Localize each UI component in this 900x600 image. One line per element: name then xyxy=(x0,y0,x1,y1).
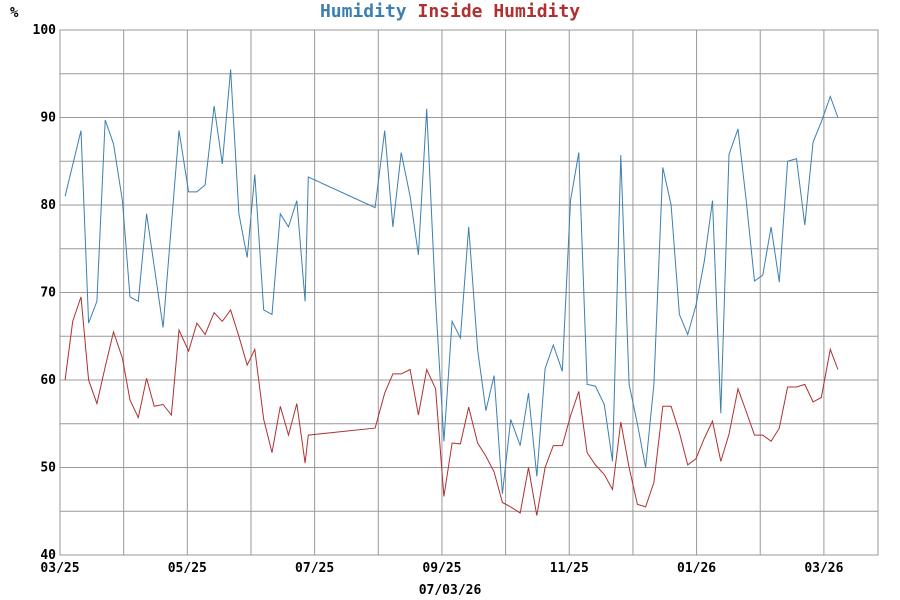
y-tick-label: 90 xyxy=(40,111,56,126)
x-tick-label: 03/26 xyxy=(804,561,843,576)
y-axis-unit: % xyxy=(10,5,19,21)
x-tick-label: 03/25 xyxy=(40,561,79,576)
x-tick-label: 09/25 xyxy=(422,561,461,576)
y-tick-labels: 40 50 60 70 80 90 100 xyxy=(33,23,57,563)
x-tick-label: 11/25 xyxy=(550,561,589,576)
y-tick-label: 80 xyxy=(40,198,56,213)
x-tick-label: 05/25 xyxy=(168,561,207,576)
x-tick-label: 01/26 xyxy=(677,561,716,576)
y-tick-label: 100 xyxy=(33,23,57,38)
x-axis-label: 07/03/26 xyxy=(419,583,482,598)
title-humidity: Humidity xyxy=(319,1,407,22)
x-tick-label: 07/25 xyxy=(295,561,334,576)
title-inside-humidity: Inside Humidity xyxy=(417,1,581,22)
x-tick-labels: 03/25 05/25 07/25 09/25 11/25 01/26 03/26 xyxy=(40,561,843,576)
series-lines xyxy=(64,69,839,516)
series-line-inside-humidity xyxy=(64,296,839,516)
chart-title: Humidity Inside Humidity xyxy=(0,0,900,24)
grid-lines xyxy=(60,30,878,555)
y-tick-label: 50 xyxy=(40,461,56,476)
y-tick-label: 40 xyxy=(40,548,56,563)
y-tick-label: 70 xyxy=(40,286,56,301)
y-tick-label: 60 xyxy=(40,373,56,388)
series-line-humidity xyxy=(64,69,839,494)
